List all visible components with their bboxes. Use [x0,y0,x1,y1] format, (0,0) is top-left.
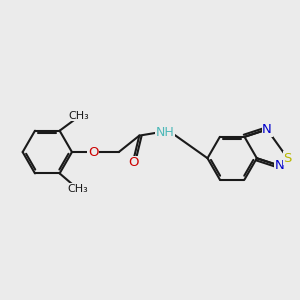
Text: N: N [262,123,272,136]
Text: O: O [88,146,99,159]
Text: CH₃: CH₃ [68,111,89,121]
Text: CH₃: CH₃ [67,184,88,194]
Text: NH: NH [155,126,174,139]
Text: O: O [128,156,138,169]
Text: S: S [284,152,292,165]
Text: N: N [274,159,284,172]
